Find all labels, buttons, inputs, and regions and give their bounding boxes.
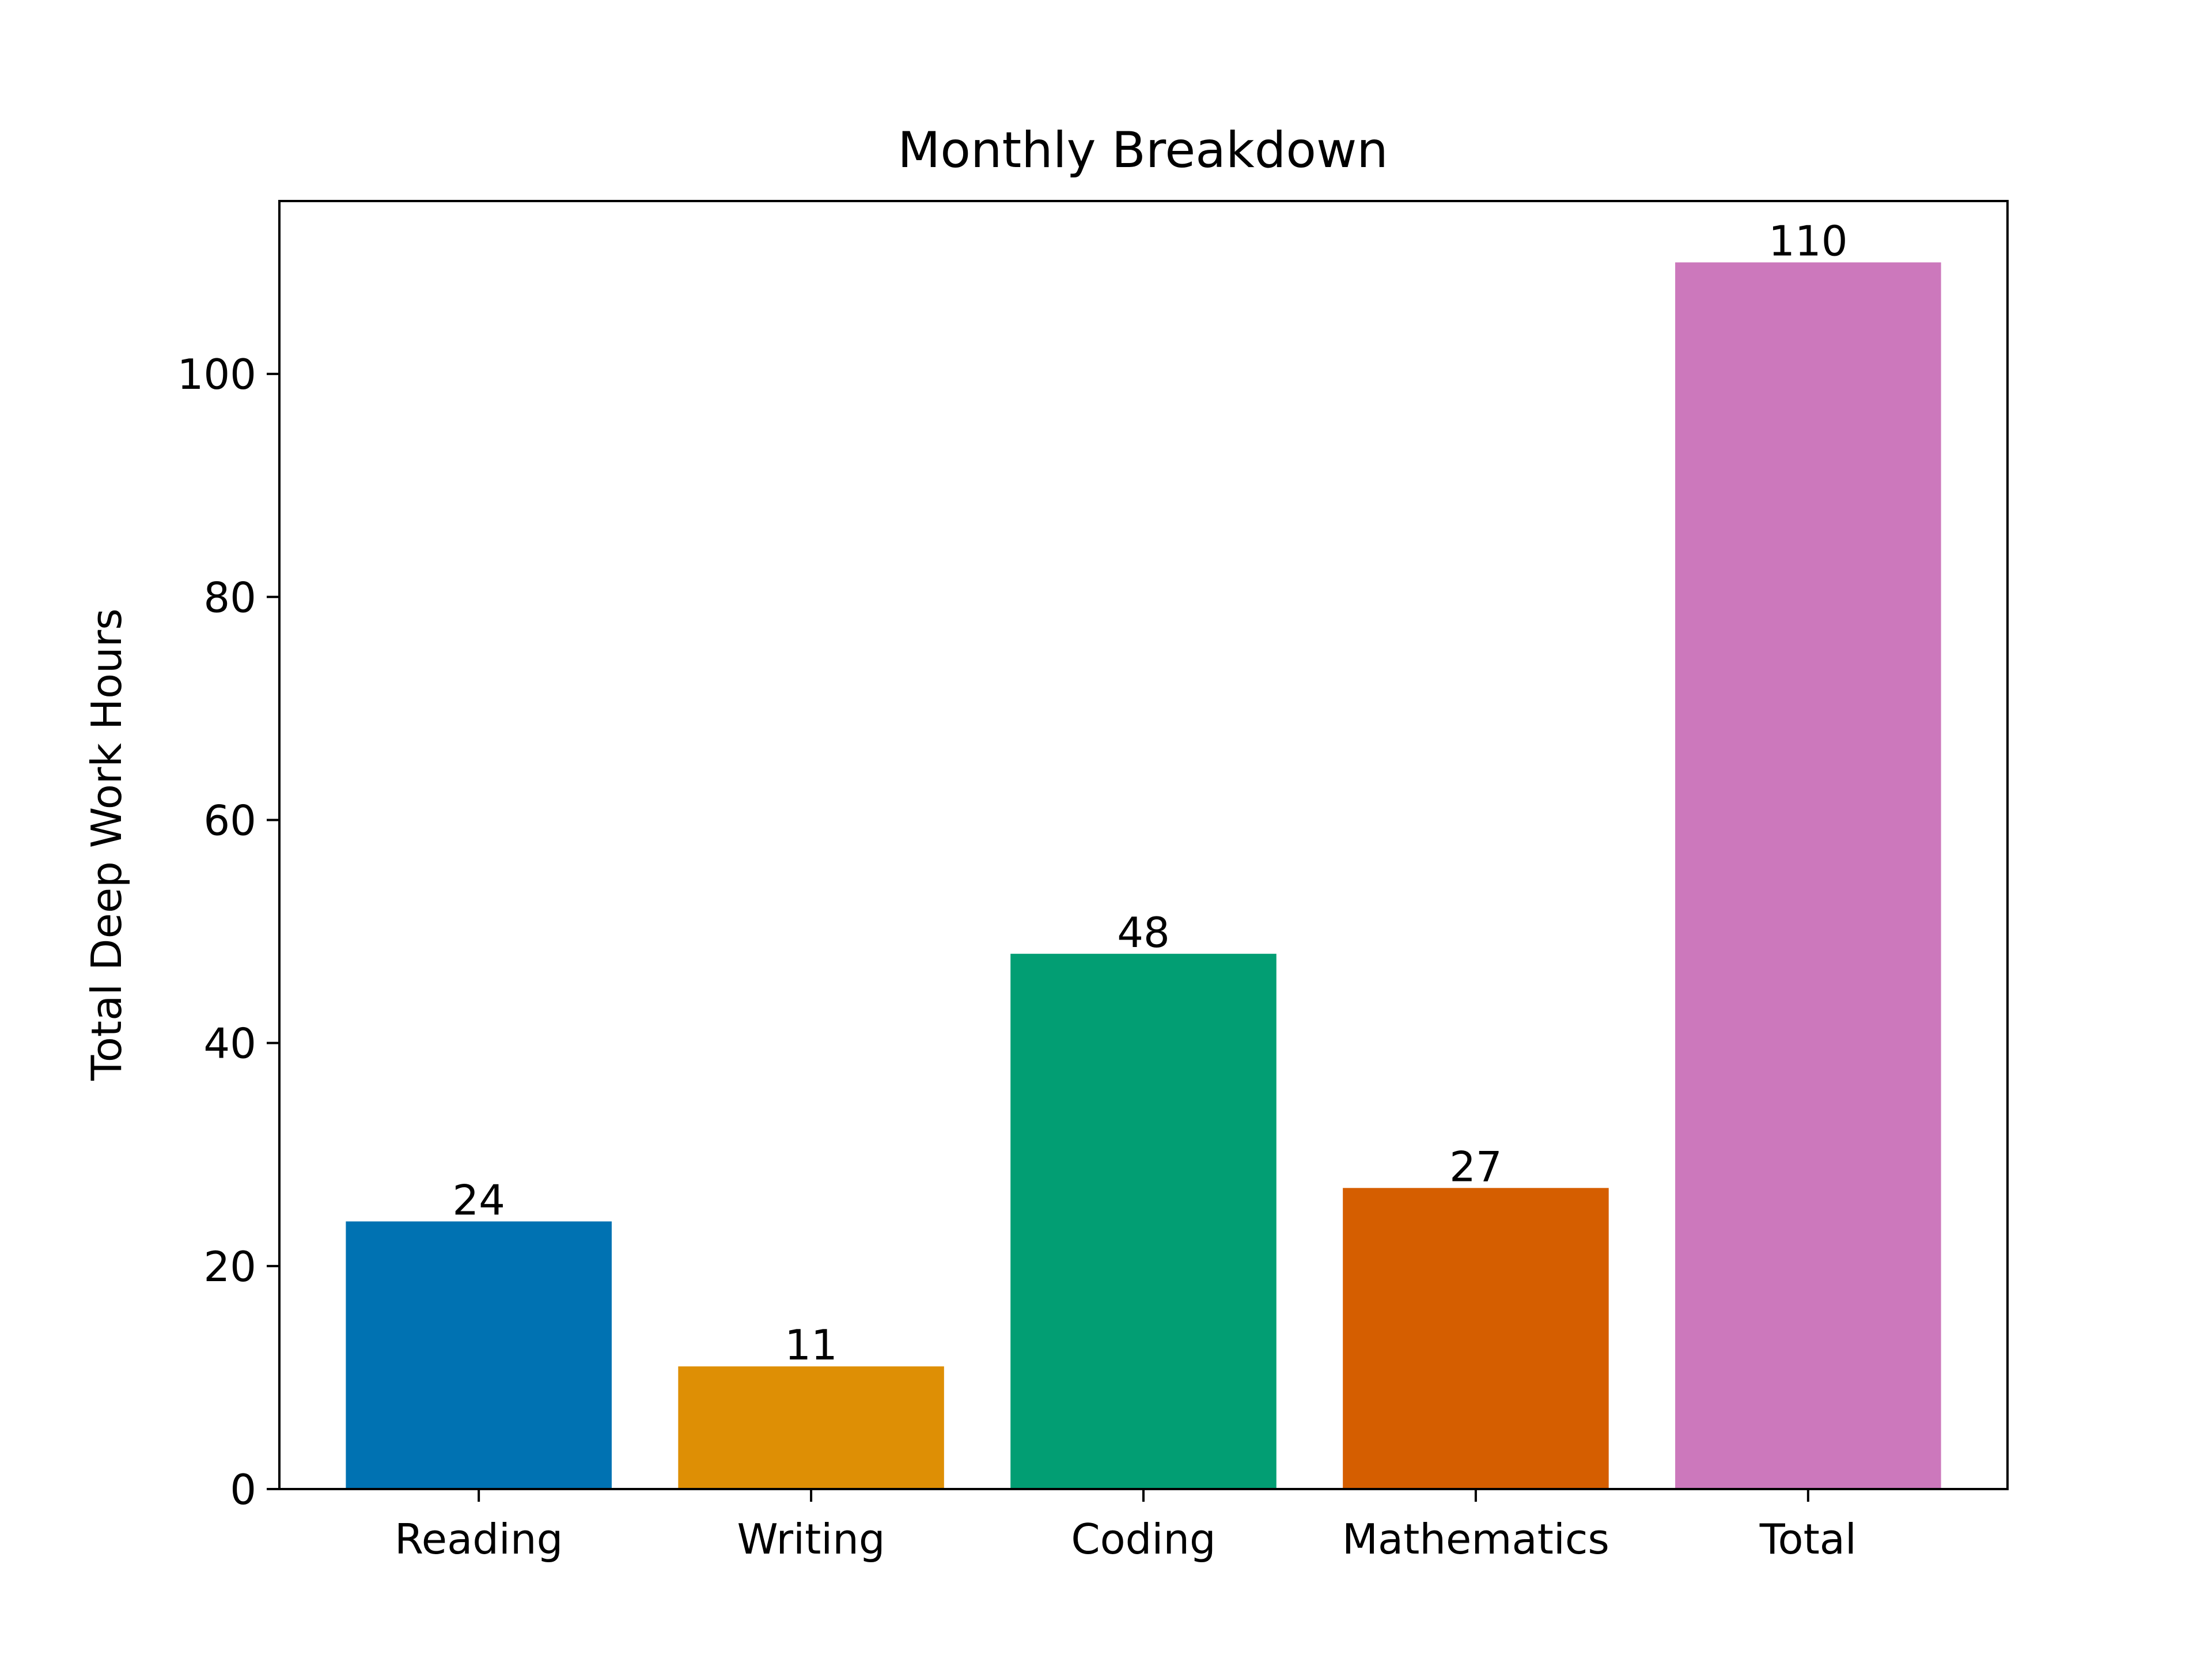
x-tick-label-total: Total [1759, 1515, 1857, 1563]
chart-title: Monthly Breakdown [897, 122, 1388, 179]
x-tick-label-reading: Reading [395, 1515, 563, 1563]
x-axis-ticks: Reading Writing Coding Mathematics Total [395, 1489, 1857, 1563]
bars-group [346, 262, 1941, 1490]
y-tick-label-40: 40 [203, 1020, 256, 1068]
bar-reading [346, 1221, 612, 1489]
bar-coding [1010, 953, 1277, 1489]
x-tick-label-coding: Coding [1071, 1515, 1215, 1563]
data-label-coding: 48 [1117, 908, 1170, 957]
data-label-reading: 24 [452, 1176, 505, 1224]
plot-frame [278, 200, 2009, 1490]
bar-mathematics [1343, 1188, 1609, 1489]
data-label-writing: 11 [785, 1321, 838, 1369]
data-label-mathematics: 27 [1449, 1142, 1502, 1191]
data-label-total: 110 [1768, 217, 1847, 265]
y-tick-label-80: 80 [203, 573, 256, 622]
y-tick-label-100: 100 [177, 350, 256, 399]
y-axis-label: Total Deep Work Hours [82, 608, 131, 1081]
x-tick-label-mathematics: Mathematics [1342, 1515, 1609, 1563]
y-tick-label-60: 60 [203, 796, 256, 844]
data-labels-group: 24 11 48 27 110 [452, 217, 1847, 1369]
y-tick-label-0: 0 [230, 1465, 256, 1514]
x-tick-label-writing: Writing [737, 1515, 885, 1563]
bar-writing [678, 1366, 944, 1489]
bar-total [1675, 262, 1941, 1490]
y-axis-ticks: 0 20 40 60 80 100 [177, 350, 279, 1514]
y-tick-label-20: 20 [203, 1243, 256, 1291]
